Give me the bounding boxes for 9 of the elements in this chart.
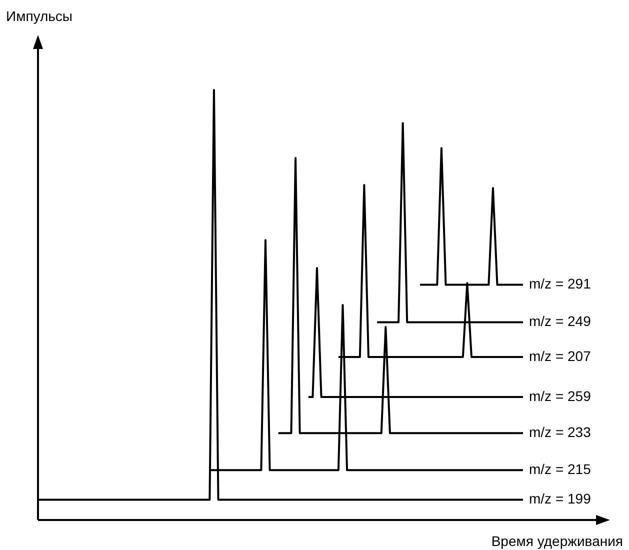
series-label: m/z = 291 (529, 276, 592, 292)
series-label: m/z = 207 (529, 348, 592, 364)
series-label: m/z = 215 (529, 460, 592, 477)
series-label: m/z = 249 (529, 313, 592, 330)
x-axis-title: Время удерживания (491, 533, 623, 549)
series-label: m/z = 233 (529, 424, 592, 440)
y-axis-title: Импульсы (6, 8, 72, 24)
series-label: m/z = 199 (529, 490, 592, 507)
series-label: m/z = 259 (529, 388, 592, 404)
